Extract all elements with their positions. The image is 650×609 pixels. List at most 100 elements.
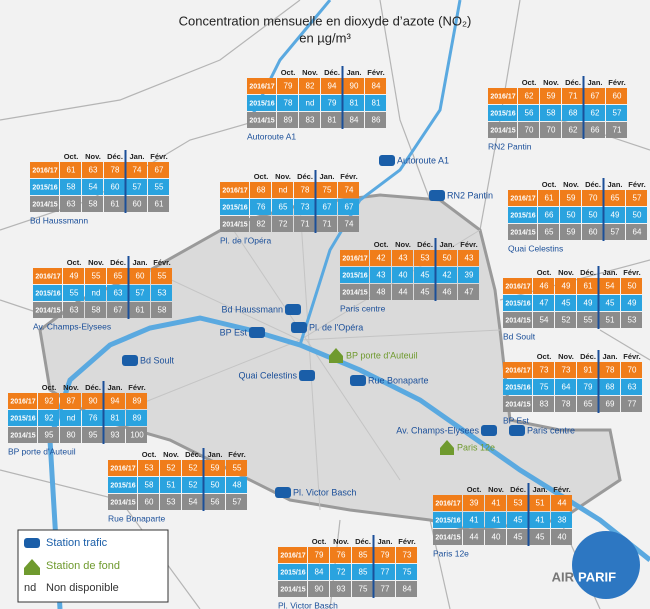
value-cell — [606, 105, 627, 121]
value: 53 — [421, 254, 430, 263]
row-label: 2016/17 — [10, 398, 35, 405]
value: 41 — [470, 516, 479, 525]
map-label: Quai Celestins — [238, 370, 297, 380]
station-name: BP porte d'Auteuil — [8, 446, 76, 456]
value-cell — [160, 477, 181, 493]
row-label-cell — [488, 88, 517, 104]
value-cell — [82, 410, 103, 426]
station-table: Oct. Nov. Déc. Jan. Févr. 2016/17 39 41 53 51 44 20… — [433, 483, 572, 558]
value: 82 — [257, 220, 266, 229]
value: 56 — [211, 498, 220, 507]
row-label: 2014/15 — [222, 221, 247, 228]
map-label: Bd Haussmann — [221, 304, 283, 314]
value: 61 — [584, 282, 593, 291]
value: 54 — [189, 498, 198, 507]
row-label: 2014/15 — [32, 201, 57, 208]
value-cell — [458, 250, 479, 266]
value-cell — [436, 250, 457, 266]
value-cell — [277, 95, 298, 111]
column-header: Déc. — [580, 268, 596, 277]
value: 46 — [540, 282, 549, 291]
value: 53 — [158, 289, 167, 298]
value-cell — [540, 122, 561, 138]
value-cell — [138, 477, 159, 493]
value: nd — [67, 414, 76, 423]
column-header: Nov. — [302, 68, 318, 77]
value-cell — [518, 122, 539, 138]
row-label: 2015/16 — [249, 100, 274, 107]
value-cell — [582, 207, 603, 223]
value: 78 — [111, 166, 120, 175]
value: 67 — [155, 166, 164, 175]
value-cell — [458, 284, 479, 300]
map-label: RN2 Pantin — [447, 190, 493, 200]
value-cell — [330, 564, 351, 580]
value: 40 — [558, 533, 567, 542]
value-cell — [485, 495, 506, 511]
value: 57 — [133, 183, 142, 192]
value-cell — [538, 190, 559, 206]
value-cell — [277, 78, 298, 94]
value-cell — [272, 199, 293, 215]
value-cell — [414, 284, 435, 300]
value: 50 — [633, 211, 642, 220]
value: 66 — [545, 211, 554, 220]
value: 71 — [613, 126, 622, 135]
value-cell — [374, 581, 395, 597]
value: 49 — [584, 299, 593, 308]
column-header: Oct. — [254, 172, 269, 181]
row-label-cell — [8, 393, 37, 409]
value-cell — [129, 285, 150, 301]
station-table: Oct. Nov. Déc. Jan. Févr. 2016/17 61 59 70 65 57 20… — [508, 178, 647, 253]
value: 59 — [567, 194, 576, 203]
value: 50 — [567, 211, 576, 220]
column-header: Oct. — [374, 240, 389, 249]
row-label-cell — [433, 529, 462, 545]
value-cell — [63, 302, 84, 318]
row-label-cell — [8, 410, 37, 426]
column-header: Nov. — [333, 537, 349, 546]
value: 58 — [92, 306, 101, 315]
value-cell — [343, 95, 364, 111]
value: nd — [306, 99, 315, 108]
value: 60 — [136, 272, 145, 281]
value: 90 — [350, 82, 359, 91]
value-cell — [148, 179, 169, 195]
value: 90 — [89, 397, 98, 406]
column-header: Jan. — [207, 450, 222, 459]
value: 94 — [111, 397, 120, 406]
column-header: Oct. — [281, 68, 296, 77]
markers: Autoroute A1 RN2 Pantin Bd Haussmann Pl. de… — [122, 155, 575, 498]
row-label-cell — [503, 295, 532, 311]
value: 82 — [306, 82, 315, 91]
value: 52 — [189, 464, 198, 473]
value-cell — [551, 495, 572, 511]
station-name: BP Est — [503, 415, 529, 425]
value-cell — [577, 312, 598, 328]
value-cell — [584, 88, 605, 104]
column-header: Févr. — [340, 172, 358, 181]
value: 61 — [136, 306, 145, 315]
value-cell — [533, 362, 554, 378]
row-label-cell — [503, 362, 532, 378]
value: 55 — [233, 464, 242, 473]
row-label: 2016/17 — [510, 195, 535, 202]
row-label-cell — [488, 122, 517, 138]
value: 53 — [167, 498, 176, 507]
row-label: 2016/17 — [32, 167, 57, 174]
station-name: Quai Celestins — [508, 243, 563, 253]
value-cell — [60, 393, 81, 409]
value: 75 — [323, 186, 332, 195]
value: 51 — [167, 481, 176, 490]
column-header: Jan. — [587, 78, 602, 87]
value: 78 — [562, 400, 571, 409]
background-station-icon — [329, 348, 343, 363]
value-cell — [365, 78, 386, 94]
map-label: BP Est — [220, 327, 248, 337]
column-header: Oct. — [537, 352, 552, 361]
value-cell — [338, 216, 359, 232]
row-label: 2016/17 — [342, 255, 367, 262]
value-cell — [507, 529, 528, 545]
row-label-cell — [503, 312, 532, 328]
value: 53 — [628, 316, 637, 325]
